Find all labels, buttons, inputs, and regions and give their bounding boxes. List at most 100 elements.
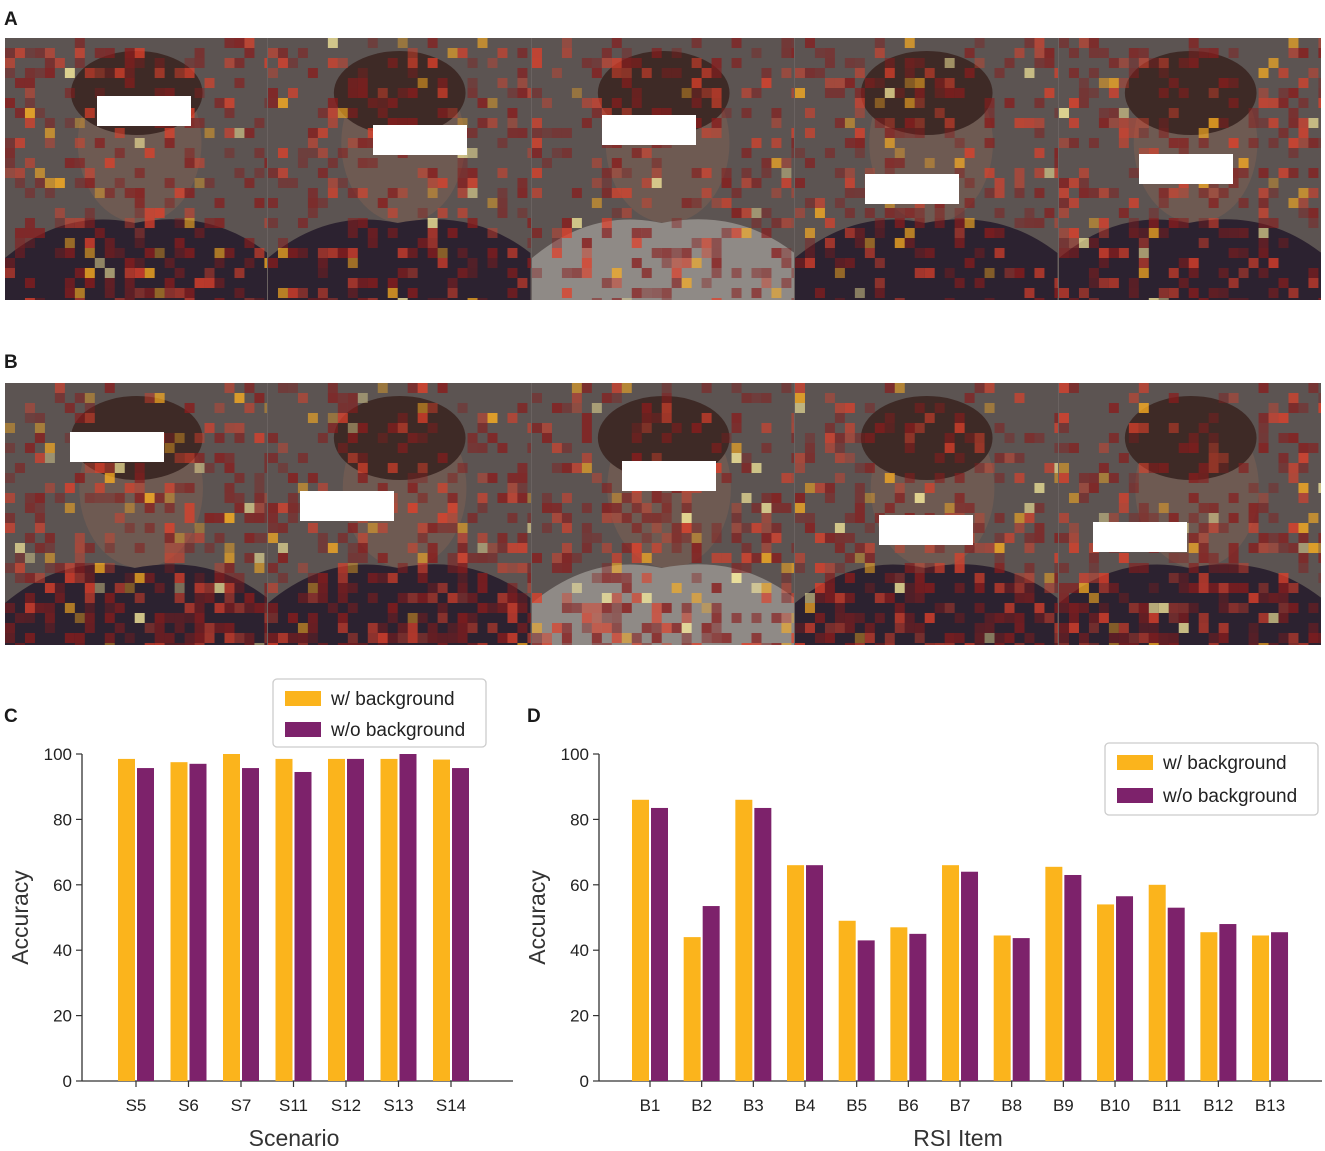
y-tick-label: 80 xyxy=(53,810,72,829)
bar-without-background xyxy=(189,763,207,1081)
x-tick-label: S7 xyxy=(231,1096,252,1115)
legend-box xyxy=(1104,742,1319,816)
bar-without-background xyxy=(806,865,824,1081)
y-tick-label: 20 xyxy=(570,1007,589,1026)
x-tick-label: S6 xyxy=(178,1096,199,1115)
x-tick-label: B12 xyxy=(1203,1096,1233,1115)
y-tick-label: 100 xyxy=(561,745,589,764)
legend-label: w/o background xyxy=(330,720,465,741)
saliency-face-image xyxy=(1058,383,1322,645)
x-tick-label: S5 xyxy=(126,1096,147,1115)
saliency-face-image xyxy=(795,38,1059,300)
bar-without-background xyxy=(651,807,668,1081)
saliency-face-image xyxy=(795,383,1059,645)
bar-with-background xyxy=(942,865,960,1081)
legend-label: w/ background xyxy=(330,689,455,710)
panel-label-c: C xyxy=(4,706,18,727)
saliency-face-image xyxy=(268,383,532,645)
legend-swatch xyxy=(1117,788,1153,803)
saliency-face-image xyxy=(531,38,796,300)
bar-with-background xyxy=(1045,866,1063,1081)
bar-without-background xyxy=(754,807,772,1081)
chart-c-accuracy-by-scenario: 0 20 40 60 80 100 S5 S6 S7 S11 S12 S13 S14 Scenario Ac… xyxy=(7,678,513,1151)
bar-without-background xyxy=(242,768,259,1081)
bar-without-background xyxy=(294,771,312,1081)
saliency-strip-a xyxy=(5,38,1322,300)
y-tick-label: 80 xyxy=(570,810,589,829)
bar-with-background xyxy=(683,937,701,1081)
y-tick-label: 40 xyxy=(570,941,589,960)
y-axis-title: Accuracy xyxy=(524,870,550,965)
x-tick-label: B4 xyxy=(795,1096,816,1115)
bar-with-background xyxy=(838,920,856,1081)
bar-without-background xyxy=(702,906,720,1081)
bar-without-background xyxy=(1012,938,1030,1081)
x-tick-label: S11 xyxy=(279,1096,308,1115)
bar-without-background xyxy=(1271,932,1289,1081)
bar-without-background xyxy=(961,871,979,1081)
censor-bar xyxy=(1092,522,1187,552)
x-tick-label: B1 xyxy=(640,1096,661,1115)
bar-with-background xyxy=(1097,904,1115,1081)
panel-label-a: A xyxy=(4,9,18,30)
bar-with-background xyxy=(1200,932,1218,1081)
panel-label-d: D xyxy=(527,706,541,727)
x-tick-label: S12 xyxy=(331,1096,361,1115)
bar-with-background xyxy=(632,799,649,1081)
saliency-face-image xyxy=(531,383,796,645)
bar-without-background xyxy=(1167,907,1185,1081)
y-tick-label: 60 xyxy=(53,876,72,895)
y-axis-title: Accuracy xyxy=(7,870,33,965)
legend-box xyxy=(272,678,487,748)
bar-with-background xyxy=(328,758,345,1081)
saliency-face-image xyxy=(5,383,269,645)
y-tick-label: 100 xyxy=(44,745,72,764)
bar-with-background xyxy=(735,799,753,1081)
legend-swatch xyxy=(285,691,321,706)
bar-with-background xyxy=(787,865,805,1081)
censor-bar xyxy=(879,515,974,545)
bar-with-background xyxy=(890,927,908,1081)
bar-with-background xyxy=(380,758,398,1081)
bar-without-background xyxy=(452,768,469,1081)
saliency-face-image xyxy=(1058,38,1322,300)
y-tick-label: 0 xyxy=(63,1072,72,1091)
x-tick-label: B5 xyxy=(846,1096,867,1115)
bar-with-background xyxy=(223,754,240,1081)
y-tick-label: 0 xyxy=(580,1072,589,1091)
saliency-face-image xyxy=(268,38,532,300)
bar-without-background xyxy=(1116,896,1134,1081)
bar-with-background xyxy=(1252,935,1270,1081)
censor-bar xyxy=(70,432,164,462)
x-tick-label: S14 xyxy=(436,1096,466,1115)
x-tick-label: B13 xyxy=(1255,1096,1285,1115)
bar-without-background xyxy=(1064,874,1082,1081)
bar-with-background xyxy=(433,759,450,1081)
legend-label: w/ background xyxy=(1162,753,1287,774)
saliency-strip-b xyxy=(5,383,1322,645)
saliency-face-image xyxy=(5,38,269,300)
bar-with-background xyxy=(993,935,1011,1081)
x-tick-label: B2 xyxy=(691,1096,712,1115)
censor-bar xyxy=(601,115,696,145)
censor-bar xyxy=(97,96,191,126)
legend-swatch xyxy=(285,722,321,737)
bar-without-background xyxy=(137,768,154,1081)
x-tick-label: B11 xyxy=(1152,1096,1181,1115)
y-tick-label: 20 xyxy=(53,1007,72,1026)
panel-label-b: B xyxy=(4,352,18,373)
bar-with-background xyxy=(118,758,135,1081)
x-tick-label: B10 xyxy=(1100,1096,1130,1115)
bar-without-background xyxy=(1219,924,1237,1081)
bar-without-background xyxy=(857,940,875,1081)
bar-without-background xyxy=(347,758,364,1081)
bar-with-background xyxy=(170,762,188,1081)
x-tick-label: B6 xyxy=(898,1096,919,1115)
bar-with-background xyxy=(1148,884,1166,1081)
x-axis-title: RSI Item xyxy=(913,1125,1002,1151)
censor-bar xyxy=(865,174,960,204)
censor-bar xyxy=(300,491,395,521)
x-tick-label: B3 xyxy=(743,1096,764,1115)
legend-label: w/o background xyxy=(1162,786,1297,807)
